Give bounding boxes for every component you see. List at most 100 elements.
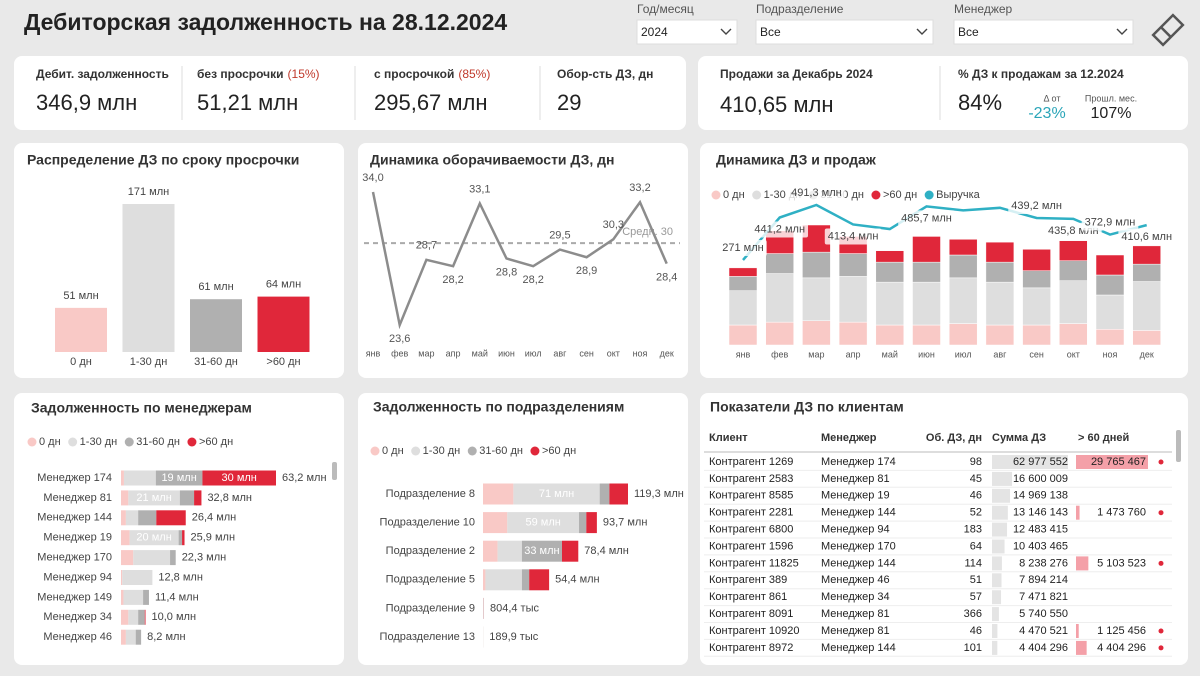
column-header: Клиент [709,432,748,444]
bar-segment [985,261,1015,283]
bar-segment [1095,329,1125,346]
eraser-icon[interactable] [1151,13,1185,47]
y-tick-label: Менеджер 174 [37,472,112,484]
kpi-label: % ДЗ к продажам за 12.2024 [958,67,1124,81]
bar-segment [875,250,905,263]
bar-segment [135,629,142,645]
legend-label: 31-60 дн [136,436,180,448]
cell: 1 125 456 [1097,625,1146,637]
bar-segment [912,281,941,326]
x-tick-label: сен [1029,349,1044,359]
data-label: 485,7 млн [901,212,952,224]
total-label: 8,2 млн [147,631,185,643]
bar-segment [155,470,203,486]
x-tick-label: 1-30 дн [130,356,168,368]
cell: 101 [964,642,982,654]
label-box [751,221,809,238]
overdue-bar [1076,640,1087,655]
data-label: 28,2 [522,274,543,286]
filter-label: Год/месяц [637,2,694,16]
cell: Контрагент 6800 [709,524,793,536]
bar-segment [1095,274,1125,296]
legend-label: 1-30 дн [423,445,461,457]
cell: 12 483 415 [1013,524,1068,536]
cell: Контрагент 10920 [709,625,800,637]
bar-segment [483,483,514,505]
legend-label: >60 дн [199,436,233,448]
scrollbar[interactable] [1176,430,1181,462]
kpi-delta: -23% [1028,105,1065,122]
y-tick-label: Менеджер 46 [43,631,112,643]
sum-bar [992,505,1008,520]
legend-dot [124,437,134,447]
cell: 7 471 821 [1019,591,1068,603]
bar-segment [1022,270,1051,289]
bar-segment [202,470,276,486]
legend-label: 0 дн [39,436,61,448]
sum-bar [992,590,1002,605]
bar-segment [985,281,1015,326]
cell: Контрагент 8091 [709,608,793,620]
filter-box[interactable] [755,19,934,45]
data-label: 28,9 [576,265,597,277]
bar-segment [1059,260,1088,281]
filter-box[interactable] [953,19,1134,45]
sum-bar [992,539,1005,554]
label-box [898,210,955,227]
legend-label: Выручка [936,189,981,201]
data-label: 34,0 [362,172,383,184]
chart-title: Задолженность по подразделениям [373,399,624,415]
x-tick-label: июл [525,348,542,358]
bar-segment [483,512,508,534]
bar-segment [1022,287,1051,326]
data-label: 61 млн [198,281,233,293]
cell: Менеджер 94 [821,524,890,536]
bar-segment [129,530,179,546]
y-tick-label: Подразделение 13 [380,631,475,643]
bar-segment [144,609,146,625]
data-label: 28,4 [656,272,677,284]
legend-label: 1-30 дн [80,436,118,448]
cell: 14 969 138 [1013,490,1068,502]
bar [257,296,310,352]
bar-segment [156,510,186,526]
kpi-value: 295,67 млн [374,90,488,115]
data-label: 28,2 [442,274,463,286]
cell: Менеджер 81 [821,473,890,485]
bar-segment [123,589,144,605]
bar-segment [138,609,145,625]
bar-segment [728,324,758,346]
bar-segment [121,510,126,526]
data-label: 28,8 [496,266,517,278]
data-label: 491,3 млн [791,187,842,199]
data-label: 28,7 [416,240,437,252]
data-label: 441,2 млн [754,223,805,235]
data-label: 59 млн [525,517,560,529]
kpi-label: с просрочкой [374,67,454,81]
bar-segment [182,530,185,546]
filter-box[interactable] [636,19,738,45]
x-tick-label: сен [579,348,594,358]
scrollbar[interactable] [332,462,337,480]
bar [190,299,242,352]
sum-bar [992,573,1002,588]
total-label: 119,3 млн [634,488,684,500]
x-tick-label: авг [553,348,567,358]
y-tick-label: Подразделение 8 [386,488,475,500]
chevron [1116,28,1128,35]
legend-dot [467,446,477,456]
bar-segment [912,324,941,346]
table-title: Показатели ДЗ по клиентам [710,399,904,415]
overdue-bar [1076,505,1080,520]
legend-label: 31-60 дн [479,445,523,457]
legend-dot [68,437,78,447]
bar-segment [1022,324,1051,346]
bar [55,307,107,352]
bar-segment [912,236,941,263]
bar-segment [609,483,628,505]
sum-bar [992,607,999,622]
cell: 8 238 276 [1019,557,1068,569]
label-box [1081,214,1139,231]
cell: 98 [970,456,982,468]
